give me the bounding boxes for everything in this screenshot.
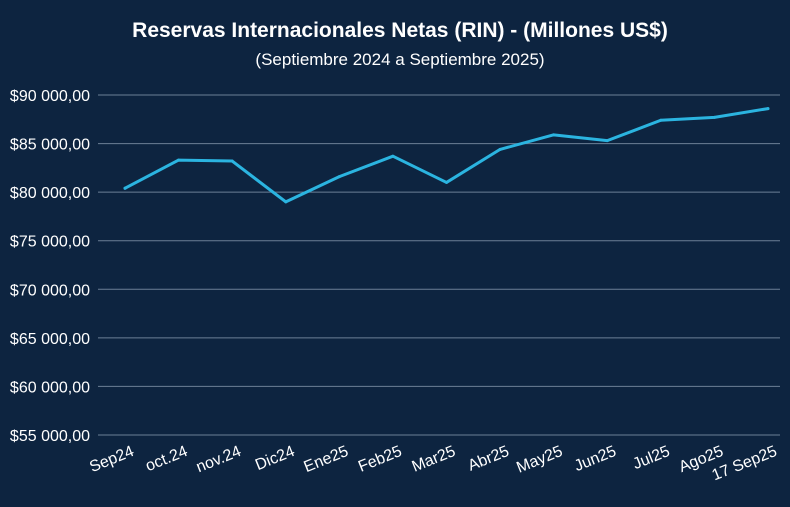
chart-title: Reservas Internacionales Netas (RIN) - (… (132, 19, 668, 42)
gridlines (98, 94, 780, 436)
y-tick-label: $75 000,00 (10, 234, 90, 251)
chart-subtitle: (Septiembre 2024 a Septiembre 2025) (255, 50, 544, 69)
x-tick-label: nov.24 (194, 443, 244, 476)
data-point (445, 180, 448, 184)
data-point (391, 154, 395, 158)
data-point (552, 133, 556, 137)
x-tick-label: Jul25 (630, 443, 672, 473)
data-point (177, 158, 181, 162)
data-point (659, 118, 663, 122)
data-point (337, 175, 341, 179)
x-tick-label: Dic24 (253, 443, 297, 474)
data-point (605, 139, 609, 143)
x-tick-label: Abr25 (466, 443, 512, 475)
x-tick-label: Jun25 (572, 443, 619, 475)
x-tick-label: Ene25 (302, 443, 351, 476)
data-point (766, 107, 770, 111)
x-tick-label: May25 (514, 443, 565, 477)
x-tick-label: Sep24 (87, 443, 136, 476)
x-tick-label: oct.24 (143, 443, 190, 475)
series-line (123, 107, 770, 204)
data-point (712, 115, 716, 119)
y-tick-label: $65 000,00 (10, 331, 90, 348)
y-tick-label: $70 000,00 (10, 282, 90, 299)
y-tick-label: $90 000,00 (10, 88, 90, 105)
data-point (123, 186, 127, 190)
data-point (284, 200, 288, 204)
data-point (498, 147, 502, 151)
data-point (230, 159, 234, 163)
y-tick-label: $80 000,00 (10, 185, 90, 202)
x-tick-label: Mar25 (410, 443, 459, 476)
x-axis-tick-labels: Sep24 oct.24 nov.24 Dic24 Ene25 Feb25 Mar25 Abr… (87, 443, 779, 484)
y-axis-tick-labels: $55 000,00 $60 000,00 $65 000,00 $70 000,00… (10, 88, 90, 445)
series-layer (123, 107, 770, 204)
x-tick-label: Feb25 (356, 443, 405, 476)
y-tick-label: $60 000,00 (10, 379, 90, 396)
y-tick-label: $55 000,00 (10, 428, 90, 445)
y-tick-label: $85 000,00 (10, 137, 90, 154)
